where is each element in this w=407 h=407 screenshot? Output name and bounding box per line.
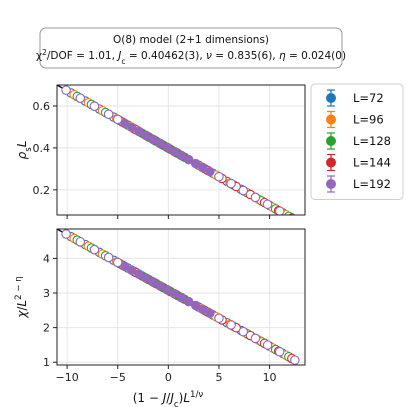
data-point <box>148 277 158 287</box>
data-point <box>127 265 137 275</box>
y-tick-label: 4 <box>43 252 50 265</box>
data-point-open <box>75 237 86 247</box>
data-point-open <box>291 216 299 224</box>
data-point <box>148 134 158 145</box>
data-point <box>141 130 151 141</box>
chart-subtitle-fit-parameters: χ2​/DOF = 1.01, Jc​ = 0.40462(3), ν = 0.… <box>36 48 346 66</box>
data-point-open <box>61 229 71 239</box>
y-tick-label: 1 <box>43 356 50 369</box>
data-point-open <box>262 340 273 350</box>
y-axis-label: ρs​L <box>15 141 34 160</box>
legend-item: L=144 <box>326 153 391 172</box>
legend-item: L=96 <box>326 110 384 129</box>
data-point <box>134 269 144 279</box>
data-point-open <box>61 85 71 95</box>
legend-marker <box>326 114 336 125</box>
data-point-open <box>274 347 285 357</box>
legend-marker <box>326 93 336 103</box>
legend-label: L=144 <box>353 156 391 170</box>
data-point <box>198 162 208 173</box>
plot-frame <box>56 228 306 366</box>
data-point <box>155 138 165 149</box>
data-point <box>205 166 215 177</box>
data-point <box>183 296 194 307</box>
y-axis-label: χ/L2 − η​ <box>14 276 29 319</box>
legend-item: L=192 <box>326 175 391 193</box>
data-point <box>127 122 137 133</box>
data-point-open <box>226 178 236 189</box>
data-point-open <box>214 172 224 182</box>
data-point <box>155 281 165 291</box>
chart-title: O(8) model (2+1 dimensions) <box>113 34 269 46</box>
legend: L=72 L=96 L=128 L=144 L=192 <box>310 83 404 200</box>
data-point <box>176 292 187 303</box>
plot-frame <box>56 84 306 216</box>
data-point-open <box>89 244 100 255</box>
data-point <box>190 158 201 169</box>
data-point <box>120 261 130 272</box>
x-tick-label: −10 <box>56 371 79 384</box>
data-point <box>162 285 173 295</box>
data-point <box>169 289 180 299</box>
data-point-open <box>274 206 285 215</box>
data-point-open <box>238 326 249 337</box>
bottom-panel: 1 2 3 4 −10 −5 0 5 10 χ/L2 − η​ <box>14 228 306 384</box>
data-point <box>190 300 201 311</box>
x-tick-label: 0 <box>165 371 172 384</box>
data-point <box>134 126 144 137</box>
legend-label: L=128 <box>353 134 391 148</box>
x-axis-label: (1 − J/Jc​)L1/ν​ <box>133 390 204 407</box>
top-panel: 0.2 0.4 0.6 ρs​L <box>15 84 306 224</box>
legend-item: L=72 <box>326 89 384 107</box>
data-point <box>162 142 173 153</box>
x-tick-label: 5 <box>215 371 222 384</box>
y-tick-label: 0.4 <box>33 142 51 155</box>
x-tick-label: 10 <box>263 371 277 384</box>
data-point <box>198 304 208 315</box>
legend-label: L=72 <box>353 91 384 105</box>
legend-label: L=192 <box>353 177 391 191</box>
data-point-open <box>89 101 100 111</box>
legend-marker <box>326 157 336 168</box>
chart-title-box: O(8) model (2+1 dimensions) χ2​/DOF = 1.… <box>36 27 346 69</box>
data-point <box>183 154 194 165</box>
data-point <box>141 273 151 283</box>
data-point <box>176 150 187 161</box>
legend-item: L=128 <box>326 132 391 150</box>
data-point-open <box>214 313 224 324</box>
data-point <box>169 146 180 157</box>
x-tick-label: −5 <box>110 371 126 384</box>
data-point-open <box>75 93 86 103</box>
data-point <box>205 308 215 318</box>
data-point-open <box>238 185 249 196</box>
data-point <box>120 118 130 129</box>
y-tick-label: 0.6 <box>33 100 51 113</box>
data-point-open <box>226 320 236 330</box>
data-point-open <box>250 192 261 203</box>
data-point-open <box>103 109 114 119</box>
data-point-open <box>112 257 123 268</box>
y-tick-label: 3 <box>43 287 50 300</box>
y-tick-label: 0.2 <box>33 184 51 197</box>
data-point-open <box>112 114 123 125</box>
data-point-open <box>103 252 114 263</box>
data-point-open <box>250 333 261 344</box>
legend-marker <box>326 179 336 189</box>
legend-label: L=96 <box>353 113 384 127</box>
y-tick-label: 2 <box>43 322 50 335</box>
data-point-open <box>262 199 273 210</box>
data-point-open <box>290 355 300 365</box>
legend-marker <box>326 136 336 146</box>
